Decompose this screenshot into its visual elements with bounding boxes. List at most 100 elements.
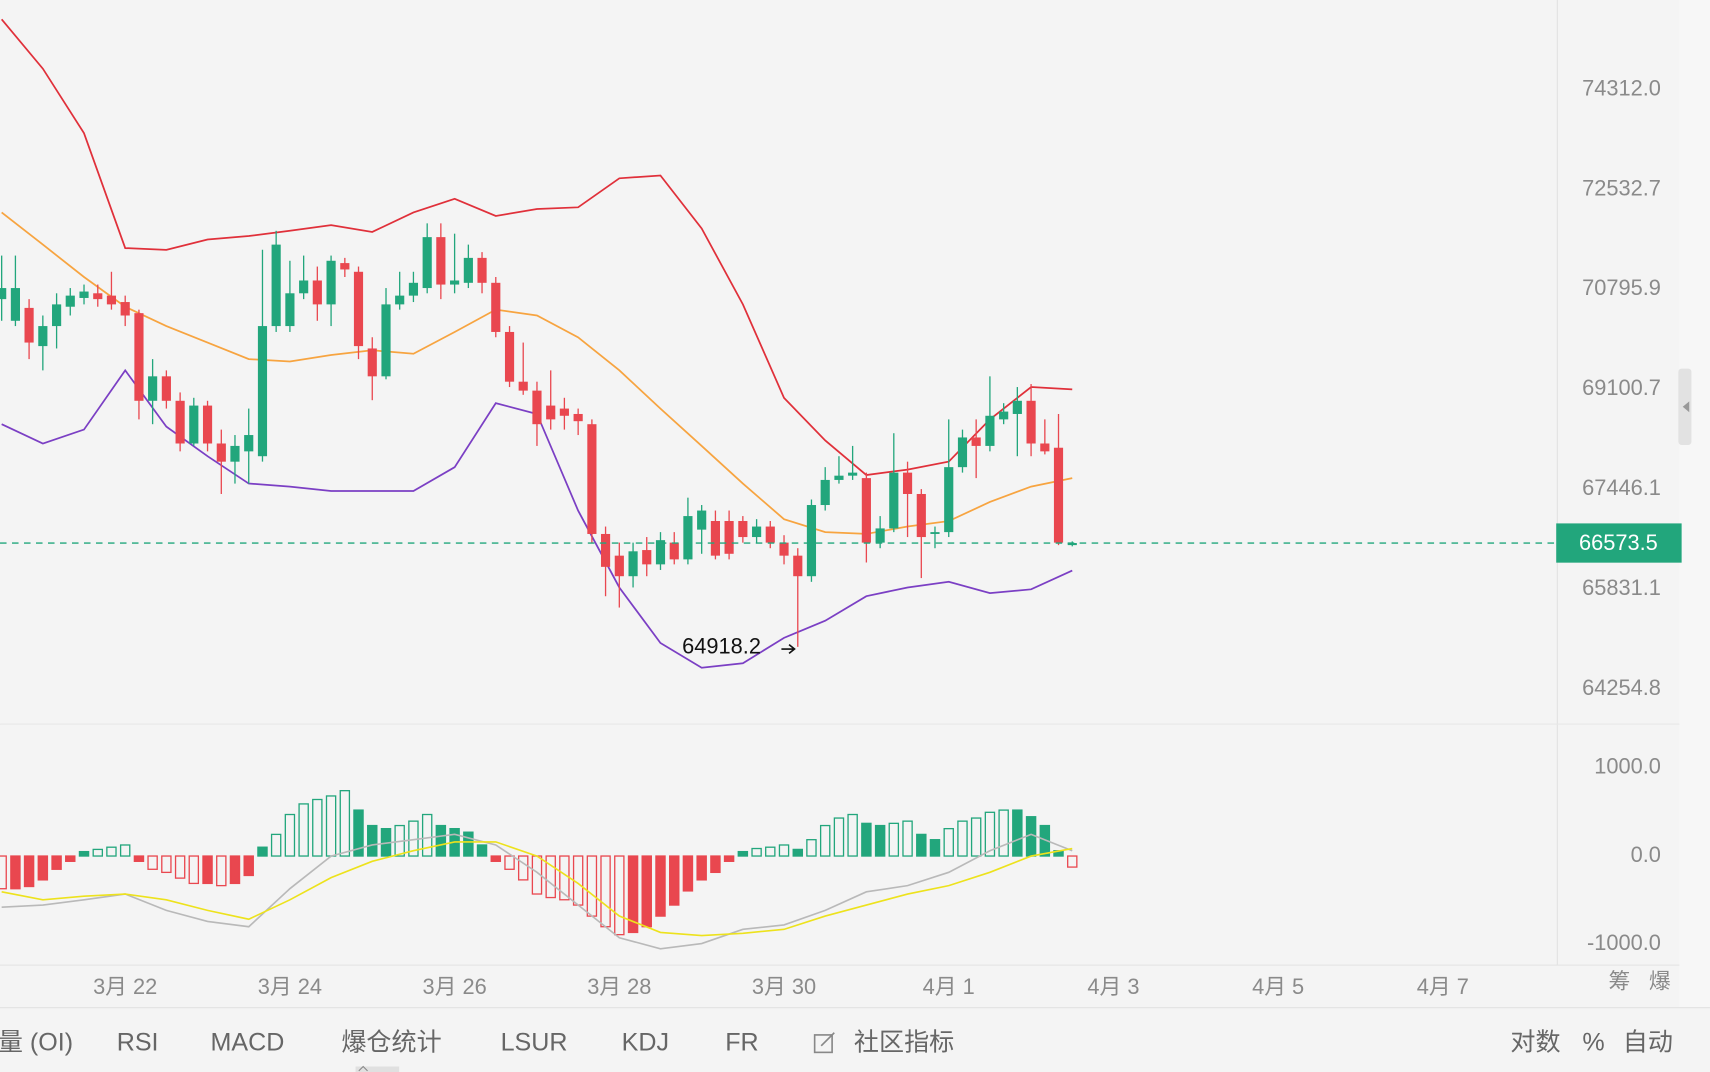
macd-bar <box>312 798 323 857</box>
candle-body <box>230 445 240 462</box>
macd-bar <box>367 824 378 857</box>
macd-bar <box>23 855 35 888</box>
macd-bar <box>765 846 776 857</box>
macd-bar <box>545 855 556 899</box>
candle-body <box>120 302 130 316</box>
candle-body <box>752 526 762 538</box>
candle-body <box>532 390 542 425</box>
candle-body <box>504 331 515 382</box>
candle-body <box>395 295 405 305</box>
macd-bar <box>861 822 872 857</box>
macd-bar <box>51 855 62 870</box>
x-tick-label: 4月 3 <box>1087 974 1139 999</box>
candle-body <box>875 528 885 543</box>
macd-bar <box>106 846 117 857</box>
x-tick-label: 3月 30 <box>752 974 816 999</box>
indicator-tab[interactable]: RSI <box>117 1028 159 1056</box>
macd-bar <box>517 855 529 881</box>
candle-body <box>326 260 336 305</box>
macd-bar <box>37 855 49 881</box>
candle-body <box>614 555 624 577</box>
indicator-tab[interactable]: MACD <box>210 1028 284 1056</box>
indicator-tab[interactable]: FR <box>725 1028 758 1056</box>
macd-bar <box>161 855 172 874</box>
x-tick-label: 3月 28 <box>587 974 651 999</box>
candle-body <box>587 424 597 534</box>
candle-body <box>148 376 158 401</box>
candle-body <box>463 257 473 283</box>
macd-bar <box>957 820 968 857</box>
candle-body <box>848 472 858 476</box>
candle-body <box>902 472 913 494</box>
y-tick-label: 72532.7 <box>1582 175 1661 200</box>
macd-bar <box>710 855 721 874</box>
macd-bar <box>929 839 941 857</box>
last-price-box <box>1556 523 1682 563</box>
y-tick-label: 64254.8 <box>1582 675 1661 700</box>
candle-body <box>642 550 652 565</box>
macd-bar <box>792 848 804 857</box>
y-tick-label: 74312.0 <box>1582 75 1661 100</box>
indicator-tab[interactable]: LSUR <box>501 1028 568 1056</box>
scale-button[interactable]: 对数 <box>1510 1028 1560 1056</box>
macd-bar <box>490 855 502 862</box>
macd-bar <box>133 855 145 862</box>
macd-bar <box>284 813 296 857</box>
macd-bar <box>1012 809 1023 857</box>
candle-body <box>559 408 569 416</box>
macd-line <box>1 833 1073 950</box>
candle-body <box>450 280 460 285</box>
axis-corner-label[interactable]: 爆 <box>1649 968 1671 993</box>
macd-bar <box>614 855 625 936</box>
macd-bar <box>463 831 474 857</box>
x-tick-label: 4月 7 <box>1417 974 1469 999</box>
macd-bar <box>476 844 488 857</box>
y-tick-label: 69100.7 <box>1582 375 1661 400</box>
indicator-tab[interactable]: 社区指标 <box>854 1028 954 1056</box>
macd-bar <box>682 855 694 892</box>
candle-body <box>285 293 295 327</box>
candle-body <box>738 521 748 538</box>
candle-body <box>189 405 199 444</box>
candle-body <box>106 295 117 305</box>
macd-bar <box>998 809 1009 857</box>
candle-body <box>957 437 968 468</box>
macd-bar <box>147 855 158 870</box>
macd-bar <box>984 811 996 857</box>
macd-bar <box>723 855 735 862</box>
candle-body <box>861 478 871 543</box>
candle-body <box>381 304 391 377</box>
scale-button[interactable]: % <box>1582 1028 1604 1056</box>
macd-bar <box>65 855 76 862</box>
axis-corner-label[interactable]: 筹 <box>1609 968 1631 993</box>
candle-body <box>271 244 281 327</box>
macd-bar <box>188 855 200 885</box>
candle-body <box>655 540 666 565</box>
candle-body <box>0 288 7 300</box>
macd-bar <box>833 817 845 857</box>
candle-body <box>52 304 62 327</box>
candle-body <box>1040 443 1050 452</box>
candle-body <box>408 282 419 296</box>
macd-bar <box>627 855 639 934</box>
candle-body <box>436 237 446 285</box>
indicator-tab[interactable]: 爆仓统计 <box>341 1028 441 1056</box>
candle-body <box>999 411 1009 420</box>
x-tick-label: 3月 26 <box>422 974 486 999</box>
indicator-tab[interactable]: 量 (OI) <box>0 1028 73 1056</box>
scale-button[interactable]: 自动 <box>1623 1028 1673 1056</box>
y-tick-label: 70795.9 <box>1582 275 1661 300</box>
candle-body <box>1053 447 1064 543</box>
macd-bar <box>655 855 666 917</box>
x-tick-label: 3月 22 <box>93 974 157 999</box>
macd-bar <box>970 817 982 857</box>
side-strip <box>1679 0 1710 1008</box>
indicator-tab[interactable]: KDJ <box>622 1028 669 1056</box>
macd-bar <box>270 833 282 857</box>
macd-bar <box>902 820 913 857</box>
candle-body <box>889 472 899 529</box>
macd-bar <box>0 855 7 890</box>
macd-bar <box>847 813 858 857</box>
